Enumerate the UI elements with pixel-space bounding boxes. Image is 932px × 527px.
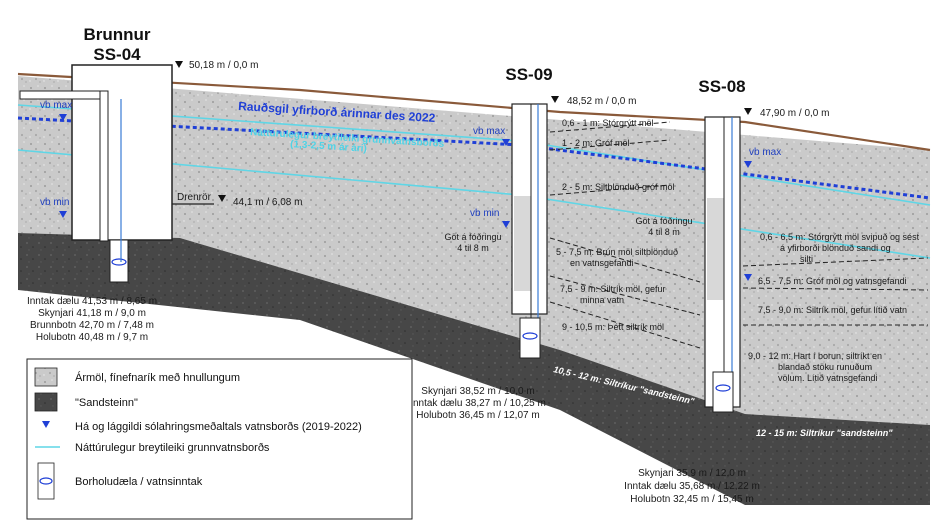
ss08-info-2: Inntak dælu 35,68 m / 12,22 m — [624, 481, 760, 492]
ss04-vb-max-label: vb max — [40, 100, 72, 111]
ss08-casing-note-1: Göt á fóðringu — [635, 216, 692, 226]
ss09-boundary-1 — [549, 121, 671, 133]
ss08-layer-1b: á yfirborði blönduð sandi og — [780, 243, 891, 253]
sandstone-layer — [18, 233, 930, 505]
groundwater-label-2: (1,3-2,5 m ár ári) — [290, 139, 367, 155]
ss09-pump-casing — [519, 317, 541, 359]
legend-pump-swatch — [37, 462, 55, 500]
ss08-title: SS-08 — [698, 77, 745, 96]
ss09-screen-zone — [514, 196, 531, 291]
ss09-pump-intake — [522, 332, 538, 340]
ss09-top-level: 48,52 m / 0,0 m — [567, 96, 636, 107]
ss09-top-marker — [551, 96, 559, 103]
ss08-top-level: 47,90 m / 0,0 m — [760, 108, 829, 119]
ss09-boundary-4 — [549, 237, 701, 283]
ss08-boundary-1 — [742, 257, 929, 267]
ss04-vb-min-marker — [59, 211, 67, 218]
ss04-drain-level: 44,1 m / 6,08 m — [233, 197, 302, 208]
ss09-vb-max-marker — [502, 139, 510, 146]
legend-vb-marker — [42, 421, 50, 428]
ss09-boundary-6 — [549, 301, 701, 349]
ss04-top-level: 50,18 m / 0,0 m — [189, 60, 258, 71]
ss08-vb-max-marker — [744, 161, 752, 168]
ss04-pump-intake — [111, 258, 127, 266]
ss08-layer-1: 0,6 - 6,5 m: Stórgrýtt möl svipuð og sés… — [760, 232, 920, 242]
ss09-layer-4: 5 - 7,5 m: Brún möl siltblönduð — [556, 247, 678, 257]
ss09-boundary-3 — [549, 184, 671, 196]
ss04-info-3: Brunnbotn 42,70 m / 7,48 m — [30, 320, 154, 331]
legend-vb-label: Há og lággildi sólahringsmeðaltals vatns… — [75, 421, 362, 433]
ss09-title: SS-09 — [505, 65, 552, 84]
ss04-inlet-pipe — [19, 90, 109, 100]
ss09-info-1: Skynjari 38,52 m / 10,0 m — [421, 386, 534, 397]
ss04-info-4: Holubotn 40,48 m / 9,7 m — [36, 332, 148, 343]
ss04-title-1: Brunnur — [83, 25, 150, 44]
legend-gw-label: Náttúrulegur breytileiki grunnvatnsborðs — [75, 442, 270, 454]
ss09-layer-5b: minna vatn — [580, 295, 624, 305]
ss08-vb-max-label: vb max — [749, 147, 781, 158]
ss09-layer-4b: en vatnsgefandi — [570, 258, 634, 268]
legend-pump-label: Borholudæla / vatnsinntak — [75, 476, 203, 488]
ss04-pump-casing — [109, 239, 129, 283]
ss08-info-1: Skynjari 35,9 m / 12,0 m — [638, 468, 746, 479]
ss09-layer-1: 0,6 - 1 m: Stórgrýtt möl — [562, 118, 654, 128]
ss08-layer-4b: blandað stöku runuðum — [778, 362, 872, 372]
ss09-boundary-5 — [549, 275, 701, 316]
ss04-vb-max-marker — [59, 114, 67, 121]
ss04-info-1: Inntak dælu 41,53 m / 8,65 m — [27, 296, 157, 307]
ss09-info-3: Holubotn 36,45 m / 12,07 m — [416, 410, 539, 421]
legend-gravel-label: Ármöl, fínefnarík með hnullungum — [75, 371, 240, 384]
ss04-info-2: Skynjari 41,18 m / 9,0 m — [38, 308, 146, 319]
ss08-pump-intake — [715, 384, 731, 392]
ss04-title-2: SS-04 — [93, 45, 141, 64]
gravel-layer — [18, 76, 930, 425]
ss09-layer-5: 7,5 - 9 m: Siltrík möl, gefur — [560, 284, 666, 294]
ground-surface — [17, 72, 931, 152]
ss04-drain-marker — [218, 195, 226, 202]
ss09-layer-6: 9 - 10,5 m: Þétt siltrík möl — [562, 322, 664, 332]
ss08-vb-min-marker — [744, 274, 752, 281]
legend-sandstone-label: "Sandsteinn" — [75, 397, 138, 409]
ss09-vb-min-marker — [502, 221, 510, 228]
ss08-top-marker — [744, 108, 752, 115]
ss09-layer-3: 2 - 5 m: Siltblönduð gróf möl — [562, 182, 675, 192]
legend-gravel-swatch — [34, 367, 58, 387]
ss04-pipe-vertical — [99, 90, 109, 242]
ss08-layer-5: 12 - 15 m: Siltríkur "sandsteinn" — [756, 428, 893, 438]
ss08-layer-4: 9,0 - 12 m: Hart í borun, siltríkt en — [748, 351, 882, 361]
ss09-vb-max-label: vb max — [473, 126, 505, 137]
ss04-vb-min-label: vb min — [40, 197, 69, 208]
ss09-boundary-2 — [549, 139, 671, 151]
ss09-vb-min-label: vb min — [470, 208, 499, 219]
ss09-casing-note-2: 4 til 8 m — [457, 243, 489, 253]
ss09-layer-2: 1 - 2 m: Gróf möl — [562, 138, 630, 148]
ss09-info-2: Inntak dælu 38,27 m / 10,25 m — [410, 398, 546, 409]
legend-pump-intake — [39, 477, 53, 485]
legend-box — [26, 358, 413, 520]
ss08-casing-note-2: 4 til 8 m — [648, 227, 680, 237]
ss08-layer-3: 7,5 - 9,0 m: Siltrík möl, gefur lítið va… — [758, 305, 907, 315]
ss08-pump-casing — [712, 371, 734, 413]
ss04-top-marker — [175, 61, 183, 68]
ss04-drain-label: Drenrör — [177, 192, 212, 203]
ss08-info-3: Holubotn 32,45 m / 15,45 m — [630, 494, 753, 505]
river-surface-line — [17, 116, 931, 200]
ss08-screen-zone — [707, 198, 724, 300]
legend-sandstone-swatch — [34, 392, 58, 412]
ss09-casing-note-1: Göt á fóðringu — [444, 232, 501, 242]
ss08-layer-4c: völum. Lítið vatnsgefandi — [778, 373, 878, 383]
ss08-boundary-2 — [742, 287, 929, 291]
ss08-layer-1c: silti — [800, 254, 813, 264]
ss08-layer-2: 6,5 - 7,5 m: Gróf möl og vatnsgefandi — [758, 276, 907, 286]
